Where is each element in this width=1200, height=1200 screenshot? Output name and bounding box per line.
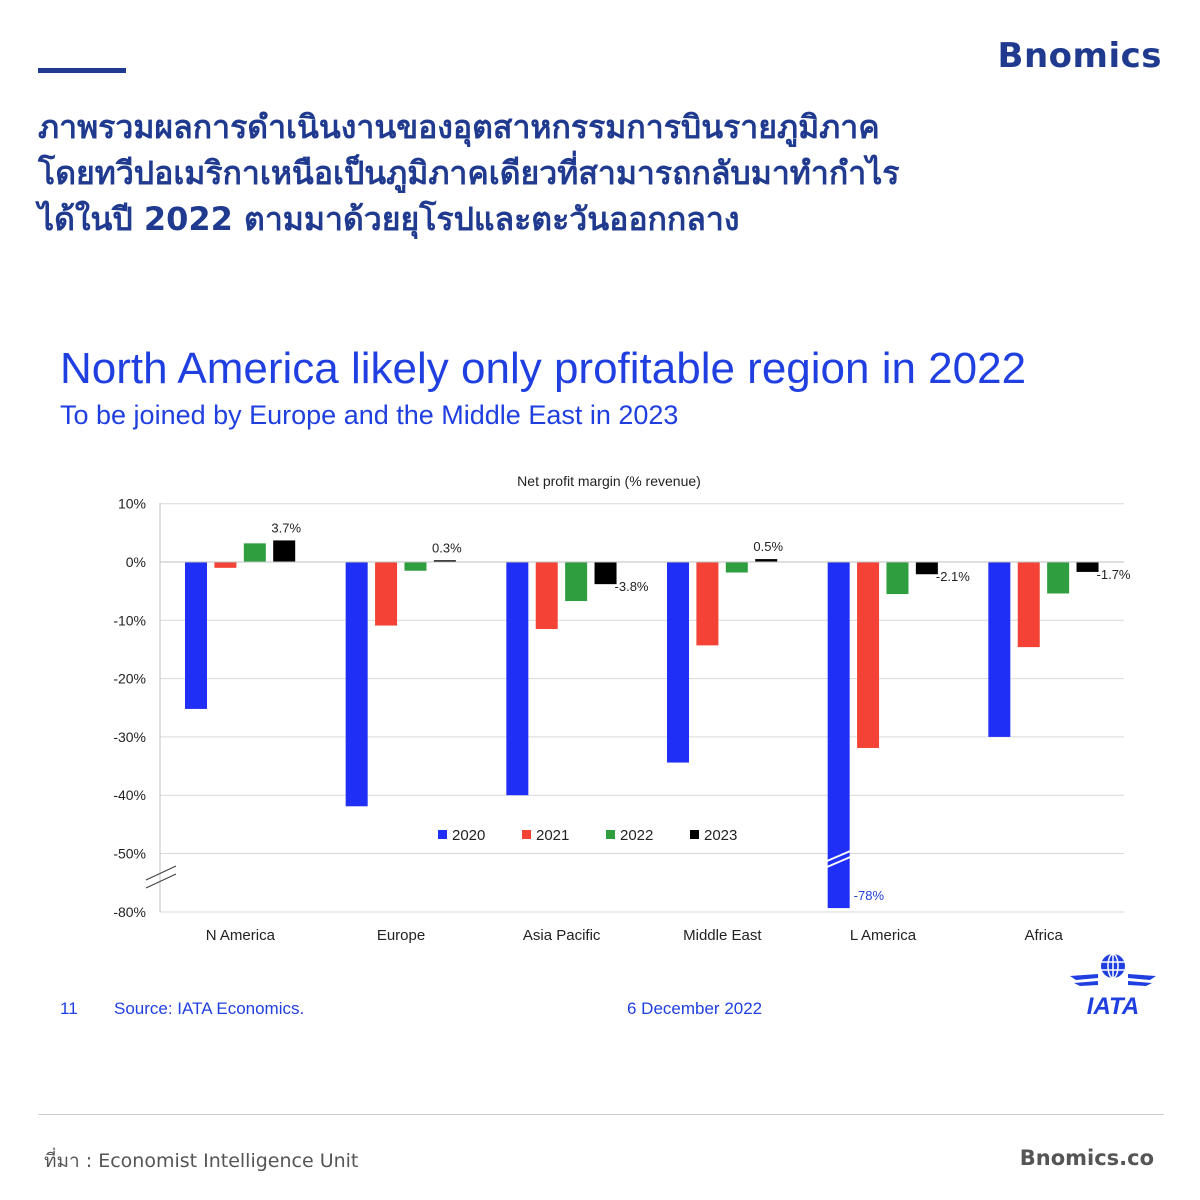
slide-date: 6 December 2022	[627, 999, 763, 1018]
bar	[594, 562, 617, 585]
y-tick-label: -40%	[113, 787, 146, 803]
bar	[696, 562, 719, 646]
chart-title: North America likely only profitable reg…	[60, 344, 1027, 393]
bar	[185, 562, 207, 709]
data-label: 0.3%	[432, 540, 462, 555]
data-label: 0.5%	[753, 539, 783, 554]
bar	[273, 540, 296, 562]
bar	[725, 562, 748, 573]
legend-label: 2022	[620, 827, 653, 844]
headline: ภาพรวมผลการดำเนินงานของอุตสาหกรรมการบินร…	[38, 104, 1038, 242]
bar	[827, 562, 850, 909]
bar-break-mark	[824, 855, 854, 869]
y-tick-label: -10%	[113, 612, 146, 628]
y-tick-label: 10%	[118, 496, 146, 512]
footer-divider	[38, 1114, 1164, 1115]
bar	[988, 562, 1011, 737]
x-tick-label: Middle East	[683, 927, 762, 944]
x-tick-label: Africa	[1024, 927, 1063, 944]
bar	[375, 562, 398, 626]
bar	[565, 562, 588, 602]
legend-swatch	[606, 830, 615, 839]
x-tick-label: Europe	[377, 927, 425, 944]
axis-break-mark	[145, 873, 177, 889]
y-axis-title: Net profit margin (% revenue)	[517, 473, 701, 489]
bar	[1017, 562, 1040, 648]
x-tick-label: Asia Pacific	[523, 927, 601, 944]
legend-swatch	[438, 830, 447, 839]
x-tick-label: N America	[206, 927, 276, 944]
bar	[214, 562, 237, 568]
legend-swatch	[690, 830, 699, 839]
bar	[1047, 562, 1070, 594]
legend-label: 2020	[452, 827, 485, 844]
bar	[915, 562, 938, 575]
iata-wordmark: IATA	[1087, 993, 1139, 1018]
wings-icon	[1070, 974, 1156, 986]
legend-swatch	[522, 830, 531, 839]
iata-logo: IATA	[1070, 953, 1156, 1018]
bar	[345, 562, 368, 807]
bar	[243, 543, 266, 562]
slide-number: 11	[60, 999, 78, 1018]
footer-credit: ที่มา : Economist Intelligence Unit	[44, 1150, 359, 1172]
source-note: Source: IATA Economics.	[114, 999, 305, 1018]
bar	[433, 560, 456, 562]
y-tick-label: -80%	[113, 904, 146, 920]
x-tick-label: L America	[850, 927, 917, 944]
data-label: 3.7%	[271, 520, 301, 535]
bar	[535, 562, 558, 630]
y-tick-label: -20%	[113, 671, 146, 687]
data-label: -78%	[854, 888, 885, 903]
data-label: -2.1%	[936, 569, 970, 584]
bar	[857, 562, 880, 748]
accent-line	[38, 68, 126, 73]
legend-label: 2021	[536, 827, 569, 844]
data-label: -3.8%	[615, 579, 649, 594]
data-label: -1.7%	[1097, 567, 1131, 582]
bar-break-mark	[824, 849, 854, 863]
brand-logo: Bnomics	[997, 36, 1162, 76]
bar-chart: Net profit margin (% revenue) 10% 0% -10% -2…	[113, 473, 1131, 944]
legend-label: 2023	[704, 827, 737, 844]
bar	[1076, 562, 1099, 572]
bar	[886, 562, 909, 595]
bar	[755, 559, 778, 562]
headline-line-2: โดยทวีปอเมริกาเหนือเป็นภูมิภาคเดียวที่สา…	[38, 154, 900, 192]
y-tick-label: -50%	[113, 846, 146, 862]
bar	[667, 562, 689, 763]
footer-website: Bnomics.co	[1019, 1146, 1154, 1170]
bar	[506, 562, 529, 796]
bar	[404, 562, 427, 571]
y-tick-label: -30%	[113, 729, 146, 745]
chart-subtitle: To be joined by Europe and the Middle Ea…	[60, 400, 679, 430]
headline-line-1: ภาพรวมผลการดำเนินงานของอุตสาหกรรมการบินร…	[38, 108, 880, 146]
y-tick-label: 0%	[126, 554, 146, 570]
headline-line-3: ได้ในปี 2022 ตามมาด้วยยุโรปและตะวันออกกล…	[38, 200, 740, 238]
axis-break-mark	[145, 865, 177, 881]
globe-icon	[1101, 953, 1125, 979]
